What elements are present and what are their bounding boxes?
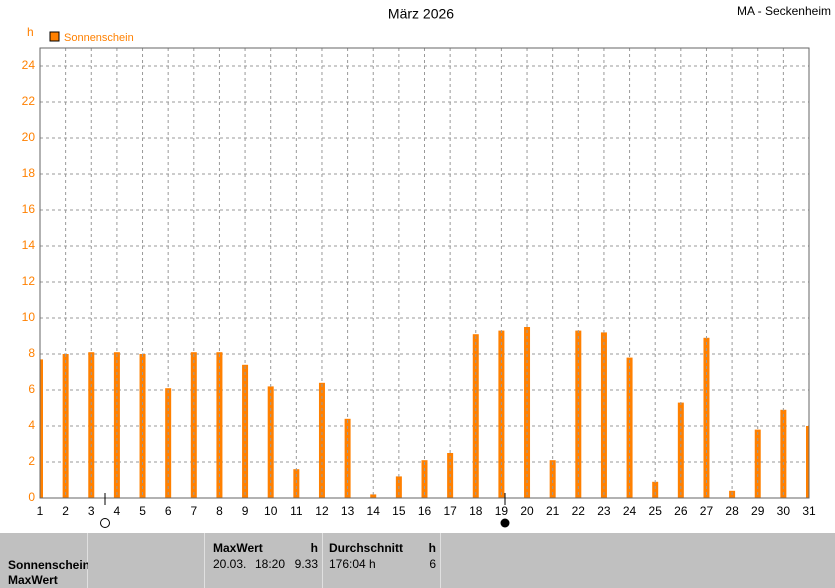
x-tick-label: 26 [674,504,688,518]
x-tick-label: 20 [520,504,534,518]
x-tick-label: 7 [190,504,197,518]
station: MA - Seckenheim [737,4,831,18]
x-tick-label: 1 [37,504,44,518]
bar [216,352,223,498]
bar [780,409,787,498]
x-tick-label: 8 [216,504,223,518]
y-tick-label: 24 [22,58,36,72]
legend-label: Sonnenschein [64,32,134,44]
x-tick-label: 25 [649,504,663,518]
y-tick-label: 2 [28,454,35,468]
x-tick-label: 16 [418,504,432,518]
x-tick-label: 12 [315,504,329,518]
value: 6 [429,557,436,571]
x-tick-label: 15 [392,504,406,518]
y-tick-label: 10 [22,310,36,324]
y-tick-label: 18 [22,166,36,180]
x-tick-label: 14 [367,504,381,518]
row-label: MaxWert [8,573,58,587]
x-tick-label: 29 [751,504,765,518]
y-tick-label: 14 [22,238,36,252]
bar [267,386,274,498]
header: Durchschnitt [329,541,404,555]
bar [370,494,377,498]
plot-border [39,47,810,499]
empty-cell [88,533,205,588]
x-tick-label: 31 [802,504,816,518]
bars [40,327,809,498]
x-tick-label: 5 [139,504,146,518]
x-tick-label: 3 [88,504,95,518]
header: MaxWert [213,541,263,555]
x-tick-label: 9 [242,504,249,518]
y-tick-label: 12 [22,274,36,288]
y-axis-label: h [27,25,34,39]
bar [113,352,120,498]
footer: Sonnenschein MaxWert MaxWert h 20.03. 18… [0,533,835,588]
bar [806,426,809,498]
bar [524,327,531,498]
x-tick-label: 6 [165,504,172,518]
x-tick-label: 11 [290,504,303,518]
x-tick-label: 27 [700,504,714,518]
bar [40,359,43,498]
unit: h [428,541,436,555]
bar [652,481,659,498]
y-tick-label: 16 [22,202,36,216]
bar [703,337,710,498]
total: 176:04 h [329,557,376,571]
x-tick-label: 24 [623,504,637,518]
x-tick-label: 4 [114,504,121,518]
time: 18:20 [255,557,286,571]
full-moon [100,518,110,528]
chart: März 2026 MA - Seckenheim h Sonnenschein… [22,4,831,528]
bar [293,469,300,498]
x-tick-label: 17 [443,504,457,518]
x-tick-label: 13 [341,504,355,518]
x-tick-label: 2 [62,504,69,518]
x-tick-label: 28 [725,504,739,518]
x-tick-label: 22 [572,504,586,518]
bar [88,352,95,498]
durchschnitt-cell: Durchschnitt h 176:04 h 6 [323,533,441,588]
y-tick-label: 4 [28,418,35,432]
y-tick-label: 0 [28,490,35,504]
value: 9.33 [294,557,318,571]
bar [421,460,428,498]
new-moon [500,518,510,528]
y-tick-label: 20 [22,130,36,144]
row-label: Sonnenschein [8,558,91,572]
bar [190,352,197,498]
maxwert-cell: MaxWert h 20.03. 18:20 9.33 [205,533,323,588]
chart-title: März 2026 [388,6,454,22]
y-tick-label: 22 [22,94,36,108]
x-tick-label: 30 [777,504,791,518]
x-tick-label: 23 [597,504,611,518]
unit: h [310,541,318,555]
bar [165,388,172,498]
x-tick-label: 18 [469,504,483,518]
date: 20.03. [213,557,247,571]
bar [549,460,556,498]
x-tick-label: 21 [546,504,560,518]
x-tick-label: 10 [264,504,278,518]
y-tick-label: 8 [28,346,35,360]
bar [242,364,249,498]
label-cell: Sonnenschein MaxWert [0,533,91,588]
y-tick-label: 6 [28,382,35,396]
legend-swatch [49,31,60,42]
x-tick-label: 19 [495,504,509,518]
